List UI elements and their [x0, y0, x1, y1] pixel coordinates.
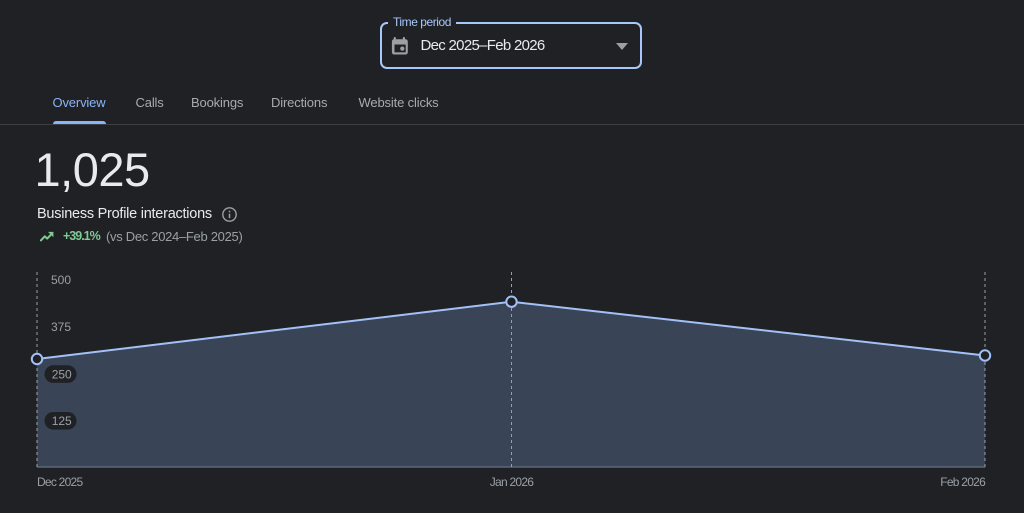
svg-text:125: 125	[52, 414, 72, 428]
svg-text:375: 375	[51, 320, 71, 334]
svg-text:250: 250	[52, 367, 72, 381]
svg-text:Jan 2026: Jan 2026	[490, 475, 534, 489]
svg-text:Feb 2026: Feb 2026	[940, 475, 986, 489]
svg-text:Dec 2025: Dec 2025	[37, 475, 83, 489]
svg-text:500: 500	[51, 273, 71, 287]
